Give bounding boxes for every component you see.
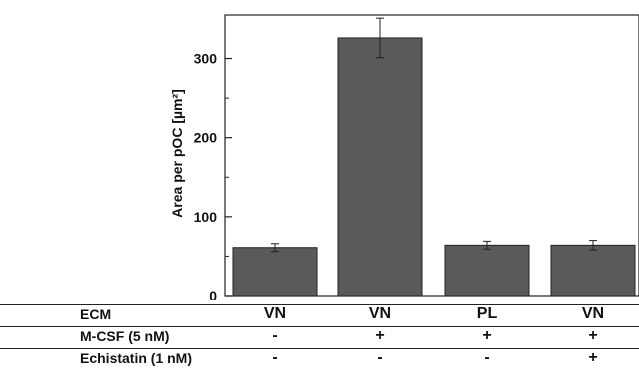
table-cell: VN bbox=[368, 305, 392, 322]
table-cell: + bbox=[588, 349, 598, 366]
table-row: M-CSF (5 nM) - + + + bbox=[0, 326, 639, 345]
bar bbox=[550, 244, 636, 297]
y-axis-ticks: 0 100 200 300 bbox=[194, 51, 232, 300]
row-label: Echistatin (1 nM) bbox=[80, 350, 193, 366]
bar bbox=[444, 244, 530, 297]
y-tick-label: 200 bbox=[194, 130, 218, 146]
table-cell: - bbox=[272, 327, 278, 344]
plot-frame bbox=[224, 14, 639, 297]
table-cell: PL bbox=[476, 305, 498, 322]
table-cell: VN bbox=[581, 305, 605, 322]
y-tick-label: 100 bbox=[194, 209, 218, 225]
y-tick-label: 0 bbox=[209, 288, 217, 300]
bar-chart: 0 100 200 300 Area per pOC [µm²] bbox=[169, 14, 639, 300]
table-cell: + bbox=[375, 327, 385, 344]
table-row: Echistatin (1 nM) - - - + bbox=[0, 348, 639, 367]
y-axis-label: Area per pOC [µm²] bbox=[169, 89, 185, 218]
table-cell: - bbox=[377, 349, 383, 366]
condition-table: ECM VN VN PL VN M-CSF (5 nM) - + + + Echistatin (1… bbox=[0, 304, 639, 372]
chart-error-bars bbox=[271, 17, 597, 253]
chart-axes bbox=[224, 14, 639, 297]
row-label: M-CSF (5 nM) bbox=[80, 328, 170, 344]
table-cell: + bbox=[482, 327, 492, 344]
y-tick-label: 300 bbox=[194, 51, 218, 67]
table-cell: - bbox=[272, 349, 278, 366]
row-label: ECM bbox=[80, 306, 112, 322]
bar bbox=[337, 37, 423, 297]
table-row: ECM VN VN PL VN bbox=[0, 304, 639, 323]
table-cell: + bbox=[588, 327, 598, 344]
table-cell: - bbox=[484, 349, 490, 366]
table-cell: VN bbox=[263, 305, 287, 322]
bar bbox=[232, 247, 318, 297]
chart-bars bbox=[232, 37, 636, 297]
